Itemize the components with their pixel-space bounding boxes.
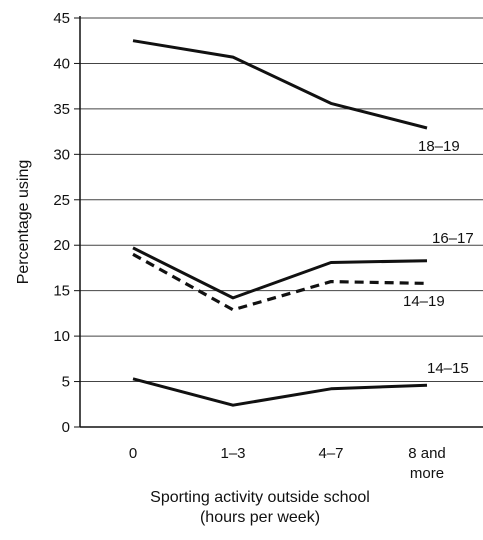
- y-tick-label-15: 15: [53, 283, 70, 300]
- y-tick-label-20: 20: [53, 237, 70, 254]
- labels: 0 5 10 15 20 25 30 35 40 45 0 1–3 4–7 8 and more 18–19 1…: [53, 10, 473, 482]
- y-tick-label-35: 35: [53, 101, 70, 118]
- x-tick-label-2: 4–7: [318, 445, 343, 462]
- x-axis-title-line-1: (hours per week): [200, 509, 320, 526]
- series-label-14–19: 14–19: [403, 293, 445, 310]
- y-axis-title: Percentage using: [15, 160, 32, 285]
- series-line-18–19: [132, 39, 428, 130]
- axes: [74, 16, 483, 428]
- y-tick-label-30: 30: [53, 146, 70, 163]
- y-tick-label-25: 25: [53, 192, 70, 209]
- y-tick-label-0: 0: [62, 419, 70, 436]
- series-line-14–15: [132, 377, 428, 407]
- series-label-16–17: 16–17: [432, 230, 474, 247]
- gridlines: [80, 17, 483, 383]
- y-tick-label-40: 40: [53, 55, 70, 72]
- series-lines: [132, 39, 428, 407]
- y-tick-label-45: 45: [53, 10, 70, 27]
- series-label-14–15: 14–15: [427, 360, 469, 377]
- y-tick-label-5: 5: [62, 374, 70, 391]
- x-tick-label-3: 8 and more: [408, 445, 446, 482]
- y-tick-label-10: 10: [53, 328, 70, 345]
- x-tick-label-0: 0: [129, 445, 137, 462]
- x-tick-label-1: 1–3: [220, 445, 245, 462]
- x-axis-title: Sporting activity outside school (hours p…: [150, 489, 370, 526]
- series-line-14–19: [132, 252, 428, 312]
- series-label-18–19: 18–19: [418, 138, 460, 155]
- x-axis-title-line-0: Sporting activity outside school: [150, 489, 370, 506]
- series-line-16–17: [132, 246, 428, 300]
